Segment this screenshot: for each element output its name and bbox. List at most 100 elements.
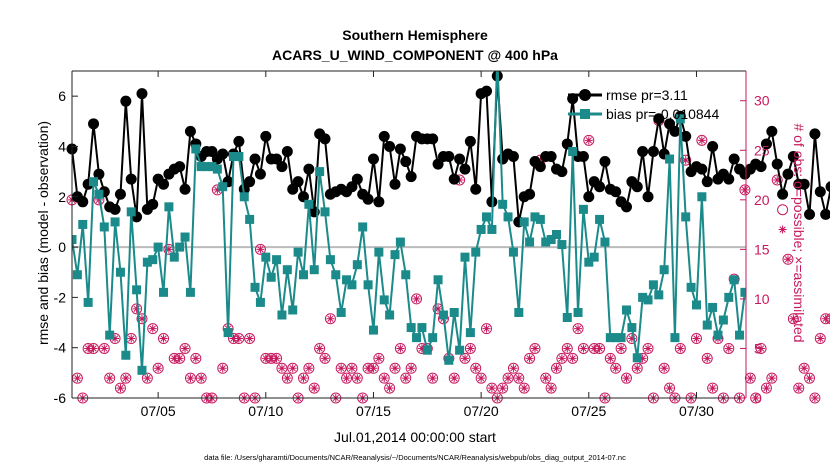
- obs-assimilated-point: [315, 344, 324, 353]
- bias-point: [573, 307, 583, 317]
- obs-assimilated-point: [622, 374, 631, 383]
- obs-possible-point: [351, 372, 363, 384]
- obs-assimilated-point: [520, 384, 529, 393]
- x-tick-label: 07/10: [248, 403, 283, 419]
- bias-point: [665, 154, 675, 164]
- bias-point: [347, 280, 357, 290]
- y2-tick-label: 5: [754, 340, 762, 356]
- bias-point: [406, 323, 416, 333]
- obs-assimilated-point: [547, 384, 556, 393]
- bias-point: [207, 162, 217, 172]
- obs-assimilated-point: [574, 324, 583, 333]
- rmse-point: [680, 130, 692, 142]
- obs-possible-point: [610, 362, 622, 374]
- rmse-point: [524, 188, 536, 200]
- bias-point: [352, 260, 362, 270]
- obs-assimilated-point: [374, 354, 383, 363]
- obs-possible-point: [642, 342, 654, 354]
- rmse-point: [378, 130, 390, 142]
- rmse-point: [798, 178, 810, 190]
- obs-possible-point: [771, 174, 783, 186]
- bias-point: [159, 287, 169, 297]
- bias-point: [72, 235, 77, 245]
- obs-possible-point: [427, 372, 439, 384]
- rmse-point: [233, 135, 245, 147]
- bias-point: [675, 114, 685, 124]
- obs-assimilated-point: [606, 354, 615, 363]
- bias-point: [821, 258, 830, 267]
- rmse-point: [610, 186, 622, 198]
- obs-assimilated-point: [159, 334, 168, 343]
- obs-assimilated-point: [229, 334, 238, 343]
- obs-assimilated-point: [676, 344, 685, 353]
- bias-point: [616, 333, 626, 343]
- y2-tick-label: 0: [754, 390, 762, 406]
- obs-possible-point: [184, 372, 196, 384]
- obs-assimilated-point: [703, 354, 712, 363]
- obs-assimilated-point: [595, 344, 604, 353]
- obs-possible-point: [190, 352, 202, 364]
- obs-assimilated-point: [191, 354, 200, 363]
- obs-assimilated-point: [417, 344, 426, 353]
- obs-possible-point: [809, 392, 821, 404]
- obs-assimilated-point: [665, 384, 674, 393]
- bias-point: [438, 310, 448, 320]
- bias-point: [433, 275, 443, 285]
- obs-assimilated-point: [434, 304, 443, 313]
- bias-point: [691, 300, 701, 310]
- obs-assimilated-point: [794, 384, 803, 393]
- obs-assimilated-point: [100, 344, 109, 353]
- obs-possible-point: [141, 372, 153, 384]
- obs-possible-point: [276, 362, 288, 374]
- rmse-point: [158, 178, 170, 190]
- obs-possible-point: [750, 392, 762, 404]
- obs-assimilated-point: [450, 374, 459, 383]
- obs-assimilated-point: [111, 334, 120, 343]
- obs-assimilated-point: [487, 384, 496, 393]
- rmse-point: [507, 151, 519, 163]
- obs-possible-point: [507, 362, 519, 374]
- bias-point: [358, 222, 368, 232]
- bias-point: [654, 290, 664, 300]
- obs-assimilated-point: [342, 374, 351, 383]
- rmse-point: [728, 153, 740, 165]
- obs-assimilated-point: [471, 364, 480, 373]
- bias-point: [288, 305, 298, 315]
- obs-assimilated-point: [525, 354, 534, 363]
- obs-possible-point: [308, 382, 320, 394]
- obs-assimilated-point: [337, 364, 346, 373]
- obs-assimilated-point: [821, 314, 830, 323]
- rmse-point: [292, 176, 304, 188]
- obs-possible-point: [755, 342, 767, 354]
- obs-assimilated-point: [563, 344, 572, 353]
- bias-point: [724, 292, 734, 302]
- bias-point: [417, 323, 427, 333]
- bias-point: [476, 224, 486, 234]
- obs-possible-point: [470, 362, 482, 374]
- bias-point: [132, 285, 142, 295]
- obs-assimilated-point: [283, 374, 292, 383]
- obs-possible-point: [448, 372, 460, 384]
- rmse-point: [405, 171, 417, 183]
- legend: rmse pr=3.11 bias pr=-0.010844: [568, 87, 719, 122]
- obs-assimilated-point: [708, 384, 717, 393]
- bias-point: [272, 255, 282, 265]
- obs-assimilated-point: [364, 364, 373, 373]
- obs-possible-point: [604, 352, 616, 364]
- rmse-point: [319, 133, 331, 145]
- obs-possible-point: [136, 313, 148, 325]
- obs-assimilated-point: [681, 156, 690, 165]
- bias-point: [751, 321, 760, 330]
- bias-point: [142, 257, 152, 267]
- rmse-point: [820, 208, 830, 220]
- obs-assimilated-point: [181, 344, 190, 353]
- obs-possible-point: [760, 382, 772, 394]
- obs-possible-point: [486, 382, 498, 394]
- obs-assimilated-point: [353, 374, 362, 383]
- obs-assimilated-point: [245, 334, 254, 343]
- bias-point: [627, 323, 637, 333]
- obs-assimilated-point: [186, 374, 195, 383]
- y-tick-label: 4: [58, 138, 66, 154]
- obs-assimilated-point: [267, 354, 276, 363]
